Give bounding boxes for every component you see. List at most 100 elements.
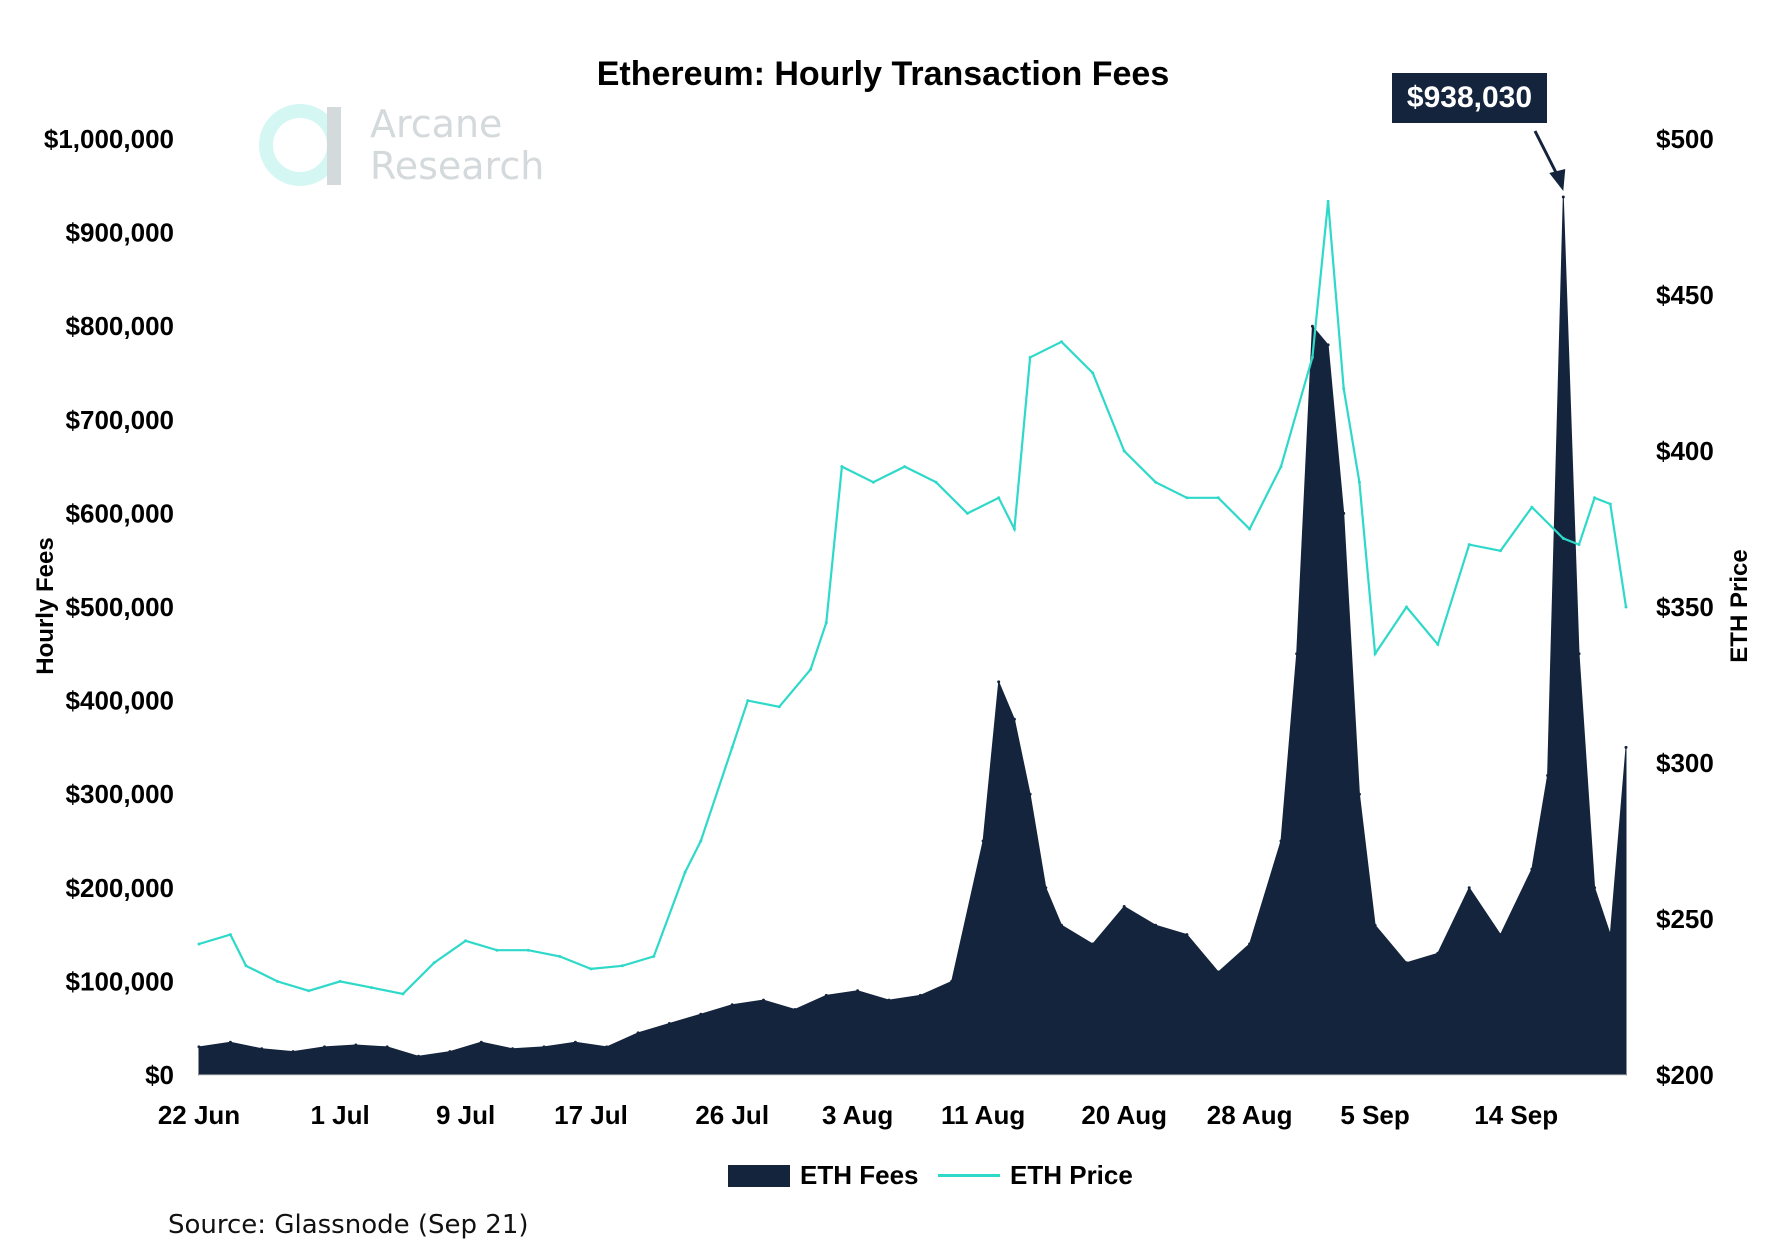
fees-point [1295,652,1299,656]
price-point [683,870,687,874]
price-point [275,979,279,983]
price-point [370,986,373,990]
price-point [1530,505,1534,509]
price-point [1326,199,1330,203]
x-tick-label: 11 Aug [941,1100,1025,1130]
price-point [1499,549,1502,553]
y-left-tick-label: $700,000 [66,405,174,435]
price-point [840,465,844,469]
fees-point [1608,933,1612,937]
price-point [965,511,969,515]
price-point [824,621,828,625]
price-point [746,699,750,703]
fees-point [1405,961,1408,965]
fees-point [950,979,954,983]
price-point [495,948,499,952]
peak-annotation-arrowhead [1549,169,1566,192]
price-point [1091,371,1095,375]
price-point [1012,527,1016,531]
fees-point [228,1040,232,1044]
price-point [903,465,907,469]
x-tick-label: 5 Sep [1340,1100,1409,1130]
y-right-tick-label: $350 [1656,592,1714,622]
price-point [307,989,311,993]
price-point [620,964,624,968]
y-left-tick-label: $600,000 [66,498,174,528]
price-point [1624,605,1628,609]
fees-point [417,1054,420,1058]
fees-point [1342,511,1346,515]
price-point [244,964,248,968]
fees-point [1185,933,1189,937]
price-point [1467,543,1471,547]
price-point [699,839,703,843]
x-tick-label: 26 Jul [695,1100,769,1130]
fees-point [1248,942,1252,946]
y-left-tick-label: $1,000,000 [44,124,174,154]
fees-point [1624,745,1628,749]
y-left-tick-label: $200,000 [66,873,174,903]
y-left-tick-label: $300,000 [66,779,174,809]
fees-point [1044,886,1048,890]
price-point [1122,449,1126,453]
fees-point [824,993,828,997]
price-point [1154,480,1158,484]
legend-swatch-price [938,1174,1000,1177]
chart-title: Ethereum: Hourly Transaction Fees [596,55,1170,93]
y-axis-right-title: ETH Price [1726,549,1753,663]
fees-point [699,1012,703,1016]
logo-line-1: Arcane [370,102,503,146]
price-point [652,954,656,958]
y-left-tick-label: $400,000 [66,686,174,716]
fees-point [1279,839,1283,843]
fees-point [1373,923,1377,927]
y-right-tick-label: $250 [1656,904,1714,934]
fees-point [448,1050,452,1054]
price-point [432,961,436,965]
y-axis-left-title: Hourly Fees [32,537,59,675]
fees-point [573,1040,577,1044]
legend-label-fees: ETH Fees [800,1160,919,1190]
fees-point [1467,886,1471,890]
fees-point [1436,951,1440,955]
y-left-tick-label: $800,000 [66,311,174,341]
y-left-tick-label: $900,000 [66,218,174,248]
y-right-tick-label: $500 [1656,124,1714,154]
fees-point [887,998,891,1002]
price-point [228,933,232,937]
price-point [1060,340,1063,344]
fees-point [981,839,985,843]
arcane-research-logo: Arcane Research [255,95,555,195]
y-right-tick-label: $400 [1656,436,1714,466]
fees-point [1310,324,1314,328]
fees-point [1122,905,1126,908]
price-point [1357,480,1361,484]
fees-area [198,196,1627,1076]
fees-point [542,1045,546,1049]
legend: ETH Fees ETH Price [0,1160,1766,1200]
fees-point [636,1031,640,1035]
price-point [777,705,781,709]
price-point [1577,543,1581,547]
fees-point [1546,774,1550,777]
price-point [589,967,593,971]
x-tick-label: 28 Aug [1207,1100,1293,1130]
x-tick-label: 1 Jul [310,1100,369,1130]
fees-point [1326,343,1330,347]
legend-item-price: ETH Price [938,1160,1133,1191]
fees-point [1530,867,1534,871]
price-point [1436,642,1440,646]
fees-point [1561,195,1565,199]
fees-point [1357,792,1361,796]
price-line [198,201,1628,996]
fees-point [1154,923,1158,927]
price-point [401,992,405,996]
fees-point [762,998,765,1002]
price-point [934,480,938,484]
fees-point [197,1045,201,1049]
fees-point [605,1045,609,1049]
fees-point [385,1045,389,1049]
x-tick-label: 17 Jul [554,1100,628,1130]
